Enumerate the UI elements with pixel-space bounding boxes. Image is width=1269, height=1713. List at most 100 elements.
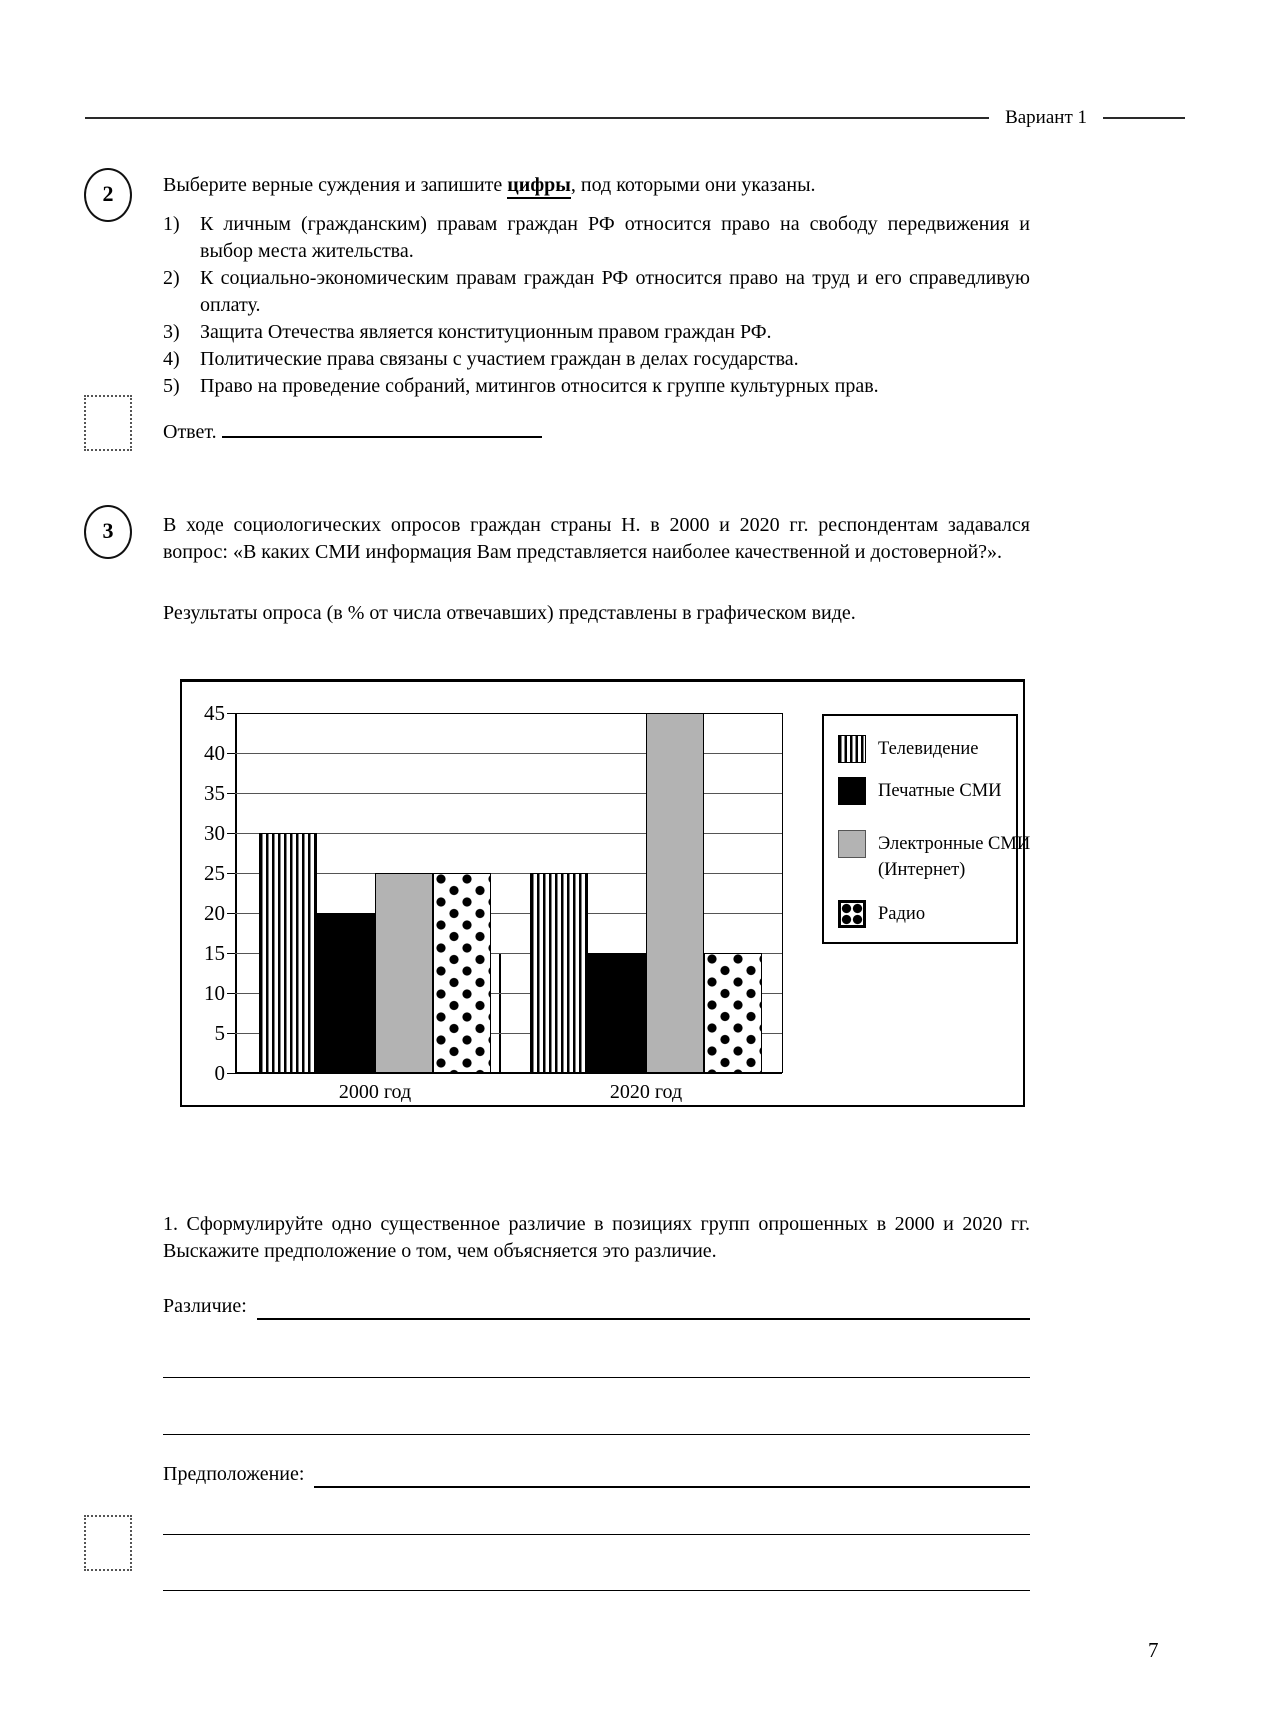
y-tick-label: 35 — [204, 781, 225, 805]
bar-solid-gray-0 — [375, 873, 433, 1073]
writing-line — [163, 1534, 1030, 1535]
assumption-write-line — [314, 1464, 1030, 1488]
writing-line — [163, 1377, 1030, 1378]
item-text: К личным (гражданским) правам граждан РФ… — [200, 213, 1030, 262]
gridline — [235, 913, 782, 914]
gridline — [235, 993, 782, 994]
bar-solid-gray-1 — [646, 713, 704, 1073]
category-label: 2000 год — [338, 1081, 412, 1103]
legend-swatch-black — [838, 777, 866, 805]
gridline — [235, 753, 782, 754]
y-tick-label: 15 — [204, 941, 225, 965]
answer-write-line — [221, 416, 542, 438]
y-tick-label: 45 — [204, 701, 225, 725]
variant-label: Вариант 1 — [1005, 107, 1087, 128]
list-item: 5) Право на проведение собраний, митинго… — [163, 373, 1030, 400]
y-tick-mark — [227, 873, 235, 874]
bar-dots-0 — [433, 873, 491, 1073]
legend-label: Телевидение — [878, 739, 979, 759]
difference-label: Различие: — [163, 1295, 247, 1317]
bar-vertical-stripes-0 — [259, 833, 317, 1073]
answer-marker-box — [84, 1515, 132, 1571]
answer-row: Ответ. — [163, 416, 1030, 446]
list-item: 2) К социально-экономическим правам граж… — [163, 265, 1030, 319]
question-3-badge: 3 — [84, 505, 132, 559]
y-tick-label: 5 — [214, 1021, 226, 1045]
gridline — [235, 953, 782, 954]
question-3-intro: В ходе социологических опросов граждан с… — [163, 514, 1030, 563]
chart-legend: Телевидение Печатные СМИ Электронные СМИ… — [822, 714, 1030, 944]
q2-intro-post: , под которыми они указаны. — [570, 174, 816, 196]
difference-write-line — [256, 1296, 1030, 1320]
y-tick-mark — [227, 913, 235, 914]
gridline — [235, 833, 782, 834]
bar-dots-1 — [704, 953, 762, 1073]
gridline — [235, 1033, 782, 1034]
y-tick-mark — [227, 833, 235, 834]
plot-right-border — [782, 713, 783, 1073]
legend-swatch-stripes — [838, 735, 866, 763]
legend-label-line2: (Интернет) — [878, 860, 966, 880]
legend-label: Печатные СМИ — [878, 781, 1002, 801]
results-note: Результаты опроса (в % от числа отвечавш… — [163, 602, 856, 624]
bar-chart-frame: 45 40 35 30 25 20 15 10 5 0 2000 год 2020 год Телев… — [180, 679, 1030, 1107]
gridline — [235, 793, 782, 794]
writing-line — [163, 1434, 1030, 1435]
y-tick-label: 20 — [204, 901, 225, 925]
y-tick-label: 0 — [214, 1061, 226, 1085]
y-axis-line — [235, 713, 237, 1073]
legend-label-line1: Электронные СМИ — [878, 834, 1031, 854]
header-rule-right — [1103, 117, 1185, 119]
question-2-badge: 2 — [84, 168, 132, 222]
legend-swatch-dots — [838, 900, 866, 928]
y-tick-mark — [227, 993, 235, 994]
item-number: 4) — [163, 348, 180, 370]
y-tick-mark — [227, 793, 235, 794]
question-3-block: В ходе социологических опросов граждан с… — [163, 512, 1030, 1591]
y-tick-mark — [227, 1073, 235, 1074]
q2-intro-pre: Выберите верные суждения и запишите — [163, 174, 508, 196]
x-axis-line — [235, 1072, 782, 1074]
item-number: 2) — [163, 267, 180, 289]
answer-marker-box — [84, 395, 132, 451]
list-item: 4) Политические права связаны с участием… — [163, 346, 1030, 373]
writing-line — [163, 1590, 1030, 1591]
assumption-row: Предположение: — [163, 1461, 1030, 1488]
y-tick-mark — [227, 753, 235, 754]
list-item: 3) Защита Отечества является конституцио… — [163, 319, 1030, 346]
list-item: 1) К личным (гражданским) правам граждан… — [163, 211, 1030, 265]
item-number: 3) — [163, 321, 180, 343]
legend-item-radio: Радио — [838, 900, 925, 928]
bar-solid-black-1 — [588, 953, 646, 1073]
legend-item-print: Печатные СМИ — [838, 777, 1002, 805]
question-2-block: Выберите верные суждения и запишите цифр… — [163, 172, 1030, 446]
difference-row: Различие: — [163, 1293, 1030, 1320]
answer-label: Ответ. — [163, 421, 217, 443]
y-tick-mark — [227, 1033, 235, 1034]
y-tick-mark — [227, 713, 235, 714]
y-tick-label: 25 — [204, 861, 225, 885]
page-number: 7 — [1148, 1638, 1159, 1662]
q2-intro-keyword: цифры — [507, 174, 571, 199]
category-label: 2020 год — [609, 1081, 683, 1103]
item-text: Политические права связаны с участием гр… — [200, 348, 799, 370]
task-1-text: 1. Сформулируйте одно существенное разли… — [163, 1213, 1030, 1262]
item-number: 5) — [163, 375, 180, 397]
item-text: Защита Отечества является конституционны… — [200, 321, 772, 343]
y-tick-label: 30 — [204, 821, 225, 845]
page-header: Вариант 1 — [85, 105, 1185, 131]
item-text: Право на проведение собраний, митингов о… — [200, 375, 879, 397]
bar-vertical-stripes-1 — [530, 873, 588, 1073]
item-number: 1) — [163, 213, 180, 235]
assumption-label: Предположение: — [163, 1463, 305, 1485]
y-tick-label: 40 — [204, 741, 225, 765]
legend-label: Электронные СМИ (Интернет) — [878, 831, 1030, 883]
legend-label: Радио — [878, 904, 926, 924]
y-tick-label: 10 — [204, 981, 225, 1005]
bar-solid-black-0 — [317, 913, 375, 1073]
statement-list: 1) К личным (гражданским) правам граждан… — [163, 211, 1030, 400]
legend-item-tv: Телевидение — [838, 735, 979, 763]
question-2-intro: Выберите верные суждения и запишите цифр… — [163, 172, 1030, 199]
legend-swatch-gray — [838, 830, 866, 858]
